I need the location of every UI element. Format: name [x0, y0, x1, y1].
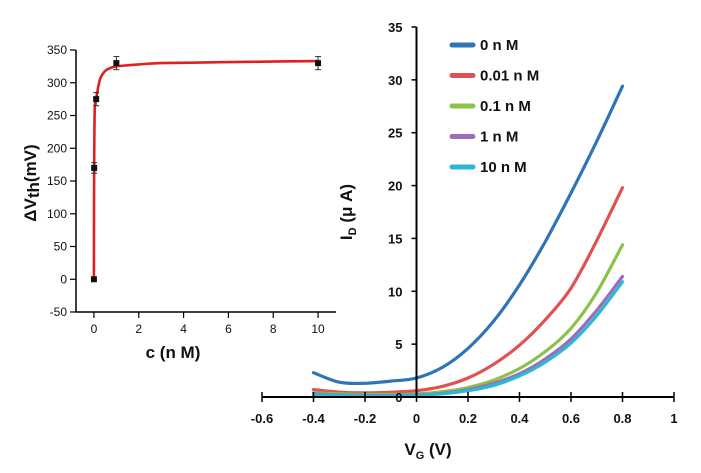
main-chart: -0.6 -0.4 -0.2 0 0.2 0.4 0.6 0.8 1 0 5 10 15 20 25 30 3… — [251, 20, 678, 462]
main-x-tick-label: 0.8 — [613, 411, 631, 426]
main-y-tick-label: 20 — [388, 179, 402, 194]
inset-data-points — [90, 56, 322, 283]
legend-label-1: 0.01 n M — [480, 68, 539, 85]
inset-y-tick-label: 100 — [47, 207, 67, 221]
inset-y-tick-labels: -50 0 50 100 150 200 250 300 350 — [47, 43, 67, 319]
main-y-tick-label: 30 — [388, 73, 402, 88]
main-x-tick-label: -0.6 — [251, 411, 273, 426]
inset-y-tick-label: 200 — [47, 141, 67, 155]
main-y-tick-label: 15 — [388, 231, 402, 246]
inset-y-tick-label: 0 — [60, 272, 67, 286]
inset-x-tick-labels: 0 2 4 6 8 10 — [91, 322, 325, 336]
main-series-line-2 — [311, 243, 625, 396]
main-y-tick-label: 10 — [388, 284, 402, 299]
inset-y-tick-label: 350 — [47, 43, 67, 57]
inset-x-tick-label: 4 — [180, 322, 187, 336]
inset-data-point — [113, 60, 120, 67]
main-y-axis-title-unit: (μ A) — [337, 184, 356, 227]
inset-y-axis-title-unit: (mV) — [21, 144, 40, 182]
main-y-axis-title-main: I — [337, 235, 356, 240]
inset-data-point — [91, 164, 98, 171]
inset-y-axis-title-main: ΔV — [21, 197, 40, 221]
inset-fit-line — [92, 59, 319, 280]
main-y-tick-label: 5 — [395, 337, 402, 352]
inset-x-tick-label: 0 — [91, 322, 98, 336]
main-legend: 0 n M 0.01 n M 0.1 n M 1 n M 10 n M — [449, 37, 539, 176]
inset-y-tick-label: 150 — [47, 174, 67, 188]
main-x-tick-label: 0.4 — [510, 411, 529, 426]
main-y-tick-label: 0 — [395, 390, 402, 405]
legend-label-0: 0 n M — [480, 37, 518, 54]
inset-data-point — [90, 276, 97, 283]
main-axes — [261, 26, 675, 402]
inset-chart: 0 2 4 6 8 10 -50 0 50 100 150 200 250 300 350 c (n M)… — [21, 43, 336, 362]
main-y-axis-title: ID (μ A) — [337, 184, 359, 240]
main-x-axis-title: VG (V) — [404, 440, 451, 462]
inset-data-point — [93, 96, 100, 103]
main-x-tick-label: 1 — [670, 411, 677, 426]
inset-axes — [70, 49, 336, 318]
inset-x-tick-label: 2 — [135, 322, 142, 336]
inset-y-axis-title-sub: th — [24, 182, 43, 198]
main-y-axis-title-sub: D — [347, 227, 359, 235]
main-curves — [311, 84, 625, 398]
inset-fit-curve — [92, 59, 319, 280]
main-series-line-1 — [311, 186, 625, 395]
inset-y-tick-label: -50 — [50, 305, 68, 319]
inset-data-point — [315, 60, 322, 67]
main-x-tick-label: -0.2 — [354, 411, 376, 426]
main-x-tick-label: -0.4 — [302, 411, 325, 426]
inset-y-tick-label: 300 — [47, 76, 67, 90]
main-x-axis-title-unit: (V) — [424, 440, 451, 459]
main-x-tick-labels: -0.6 -0.4 -0.2 0 0.2 0.4 0.6 0.8 1 — [251, 411, 678, 426]
inset-y-axis-title: ΔVth(mV) — [21, 144, 43, 221]
legend-label-4: 10 n M — [480, 159, 527, 176]
main-x-tick-label: 0.2 — [459, 411, 477, 426]
legend-label-2: 0.1 n M — [480, 98, 531, 115]
main-series-line-0 — [311, 84, 625, 386]
inset-y-tick-label: 50 — [54, 240, 68, 254]
main-y-tick-label: 25 — [388, 126, 402, 141]
legend-label-3: 1 n M — [480, 129, 518, 146]
inset-x-tick-label: 6 — [225, 322, 232, 336]
main-x-axis-title-sub: G — [416, 450, 425, 462]
inset-x-axis-title: c (n M) — [146, 343, 201, 362]
inset-x-tick-label: 10 — [311, 322, 325, 336]
main-x-axis-title-main: V — [404, 440, 416, 459]
inset-x-tick-label: 8 — [270, 322, 277, 336]
main-x-tick-label: 0 — [413, 411, 420, 426]
inset-y-tick-label: 250 — [47, 109, 67, 123]
main-x-tick-label: 0.6 — [562, 411, 580, 426]
main-y-tick-labels: 0 5 10 15 20 25 30 35 — [388, 20, 402, 405]
main-y-tick-label: 35 — [388, 20, 402, 35]
